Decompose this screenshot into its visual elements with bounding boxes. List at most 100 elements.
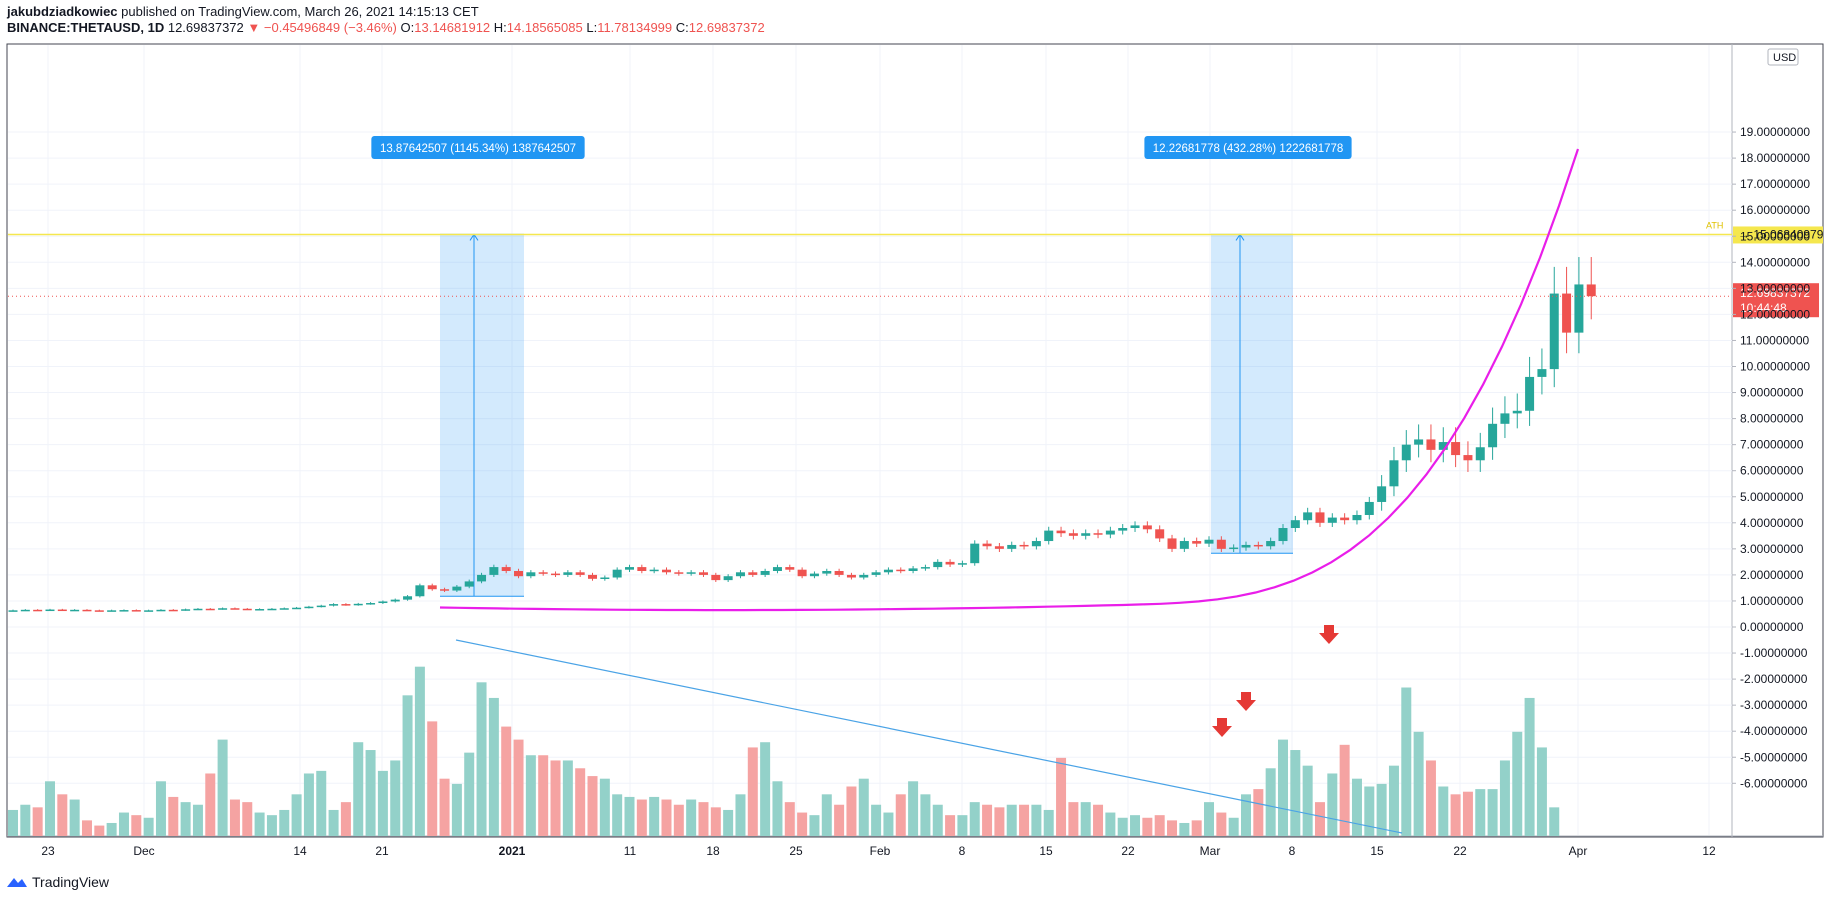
volume-bar bbox=[1462, 791, 1473, 836]
volume-bar bbox=[957, 815, 968, 836]
candle-body bbox=[144, 610, 154, 612]
brand-name: TradingView bbox=[32, 874, 110, 890]
candle-body bbox=[698, 572, 708, 575]
volume-bar bbox=[1376, 783, 1387, 836]
candle-body bbox=[119, 610, 129, 612]
volume-bar bbox=[636, 799, 647, 836]
candle-body bbox=[464, 581, 474, 587]
candle-body bbox=[1549, 293, 1559, 370]
volume-bar bbox=[106, 822, 117, 836]
candle-body bbox=[304, 606, 314, 609]
candle-body bbox=[1377, 486, 1387, 502]
volume-bar bbox=[1031, 804, 1042, 836]
candle-body bbox=[970, 543, 980, 564]
x-tick-label: 14 bbox=[293, 844, 307, 858]
volume-bar bbox=[1487, 789, 1498, 836]
volume-bar bbox=[871, 804, 882, 836]
author-name[interactable]: jakubdziadkowiec bbox=[7, 4, 118, 19]
y-tick-label: 19.00000000 bbox=[1740, 125, 1810, 139]
volume-bar bbox=[155, 781, 166, 836]
candle-body bbox=[1574, 284, 1584, 333]
red-down-arrow-icon bbox=[1236, 692, 1256, 711]
volume-bar bbox=[1314, 802, 1325, 836]
candle-body bbox=[378, 601, 388, 604]
candle-body bbox=[403, 596, 413, 600]
chart-header-line-2: BINANCE:THETAUSD, 1D 12.69837372 ▼ −0.45… bbox=[7, 20, 765, 35]
candle-body bbox=[661, 569, 671, 573]
volume-bar bbox=[525, 755, 536, 836]
candle-body bbox=[415, 585, 425, 597]
candle-body bbox=[33, 609, 43, 612]
y-tick-label: 16.00000000 bbox=[1740, 203, 1810, 217]
candle-body bbox=[1451, 442, 1461, 456]
candle-body bbox=[292, 607, 302, 610]
y-tick-label: 3.00000000 bbox=[1740, 542, 1804, 556]
volume-bar bbox=[1524, 697, 1535, 836]
candle-body bbox=[1266, 541, 1276, 547]
candle-body bbox=[538, 572, 548, 574]
volume-bar bbox=[723, 809, 734, 836]
volume-bar bbox=[365, 750, 376, 836]
candle-body bbox=[1130, 525, 1140, 529]
x-tick-label: Mar bbox=[1200, 844, 1221, 858]
volume-bar bbox=[1080, 802, 1091, 836]
candle-body bbox=[1031, 541, 1041, 547]
volume-bar bbox=[390, 760, 401, 836]
y-tick-label: -6.00000000 bbox=[1740, 776, 1808, 790]
candle-body bbox=[883, 569, 893, 573]
close-value: 12.69837372 bbox=[688, 20, 765, 35]
red-down-arrow-icon bbox=[1212, 718, 1232, 737]
candle-body bbox=[908, 568, 918, 571]
y-tick-label: 13.00000000 bbox=[1740, 281, 1810, 295]
candle-body bbox=[1562, 293, 1572, 333]
volume-bar bbox=[32, 807, 43, 836]
candle-body bbox=[230, 608, 240, 610]
volume-bar bbox=[1093, 804, 1104, 836]
volume-bar bbox=[118, 812, 129, 836]
candle-body bbox=[1414, 439, 1424, 445]
candle-body bbox=[760, 570, 770, 575]
volume-bar bbox=[1154, 815, 1165, 836]
candle-body bbox=[612, 569, 622, 578]
volume-bar bbox=[439, 778, 450, 836]
y-tick-label: 6.00000000 bbox=[1740, 464, 1804, 478]
measure-label-box bbox=[371, 136, 585, 159]
volume-bar bbox=[513, 739, 524, 836]
candle-body bbox=[205, 608, 215, 611]
volume-bar bbox=[673, 804, 684, 836]
candle-body bbox=[1216, 539, 1226, 549]
candle-body bbox=[427, 585, 437, 590]
symbol-label[interactable]: BINANCE:THETAUSD, 1D bbox=[7, 20, 165, 35]
candle-body bbox=[1525, 376, 1535, 411]
y-tick-label: 15.00000000 bbox=[1740, 229, 1810, 243]
y-tick-label: 12.00000000 bbox=[1740, 307, 1810, 321]
volume-bar bbox=[1290, 750, 1301, 836]
volume-bar bbox=[1425, 760, 1436, 836]
red-down-arrow-icon bbox=[1319, 625, 1339, 644]
x-tick-label: 8 bbox=[1289, 844, 1296, 858]
y-tick-label: 2.00000000 bbox=[1740, 568, 1804, 582]
last-price-tag bbox=[1733, 283, 1819, 318]
candle-body bbox=[1438, 442, 1448, 450]
volume-bar bbox=[168, 796, 179, 836]
chart-header-line-1: jakubdziadkowiec published on TradingVie… bbox=[7, 4, 479, 19]
y-tick-label: 5.00000000 bbox=[1740, 490, 1804, 504]
candle-body bbox=[1155, 529, 1165, 539]
volume-bar bbox=[1130, 815, 1141, 836]
volume-bar bbox=[969, 802, 980, 836]
x-tick-label: 21 bbox=[375, 844, 389, 858]
candle-body bbox=[920, 567, 930, 569]
tradingview-logo[interactable]: TradingView bbox=[6, 874, 109, 890]
candle-body bbox=[501, 567, 511, 571]
volume-bar bbox=[587, 776, 598, 836]
volume-bar bbox=[772, 781, 783, 836]
volume-bar bbox=[1265, 768, 1276, 836]
down-arrow-icon: ▼ bbox=[247, 20, 261, 35]
candle-body bbox=[834, 570, 844, 575]
volume-bar bbox=[501, 726, 512, 836]
volume-bar bbox=[488, 697, 499, 836]
candle-body bbox=[846, 574, 856, 578]
candle-body bbox=[279, 608, 289, 610]
volume-bar bbox=[316, 770, 327, 836]
